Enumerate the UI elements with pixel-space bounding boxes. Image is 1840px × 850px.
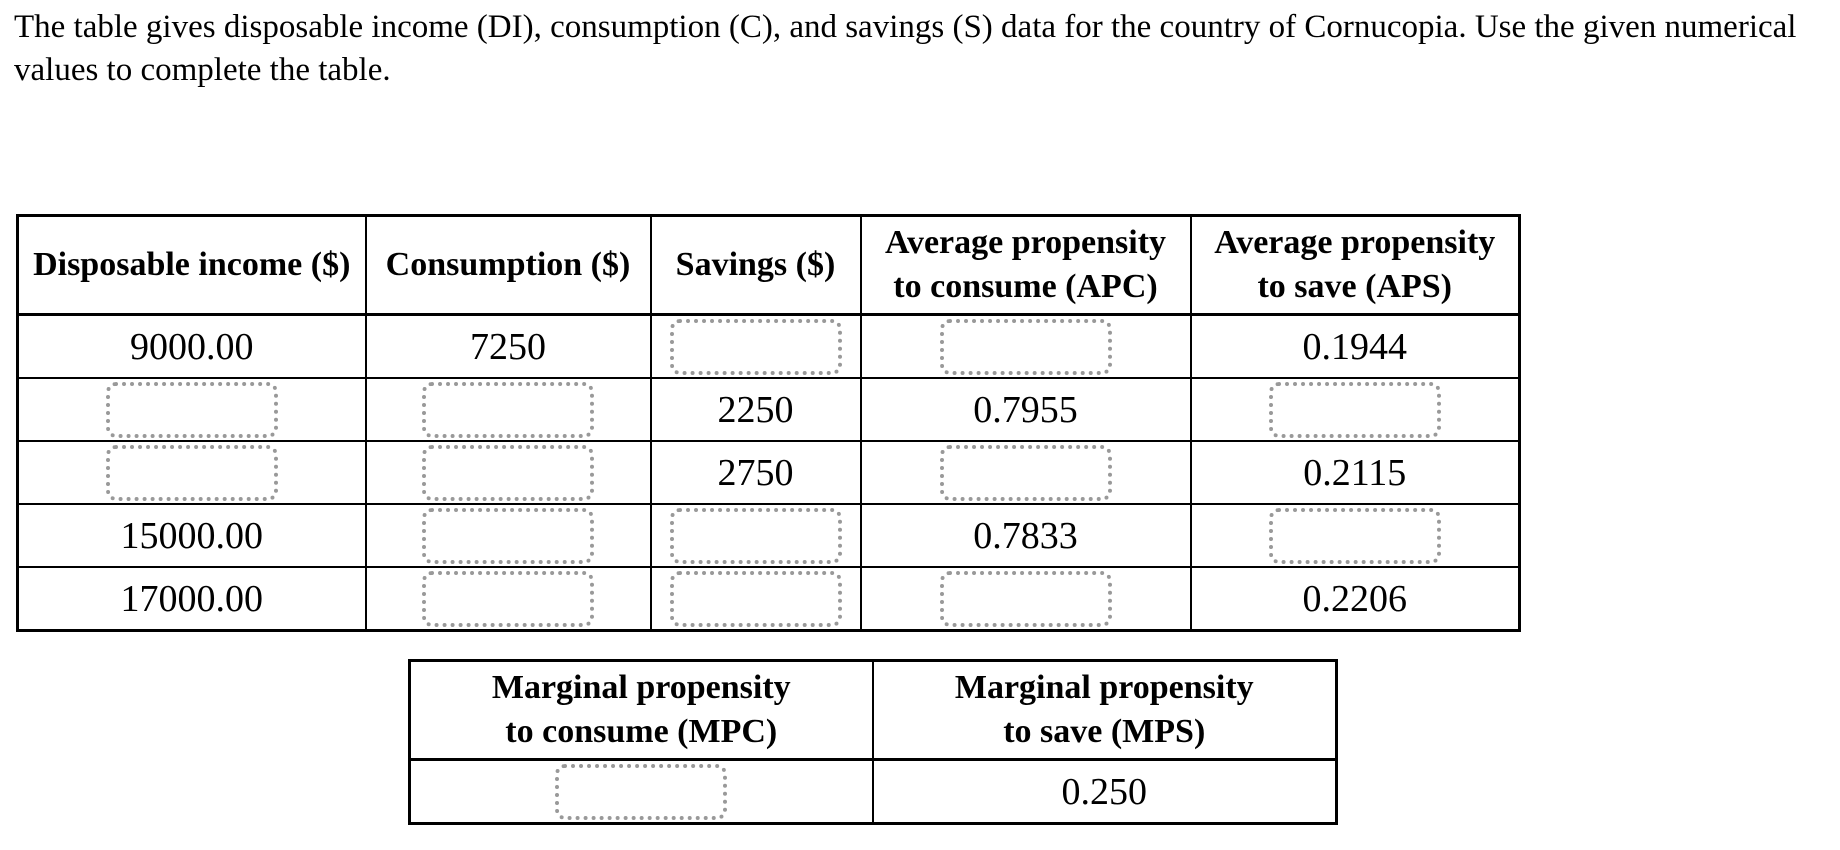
column-header: Disposable income ($) (16, 214, 367, 316)
answer-input-box[interactable] (669, 570, 842, 627)
mpc-mps-table: Marginal propensity to consume (MPC) Margi… (408, 659, 1338, 825)
table-row: 17000.00 0.2206 (16, 566, 1521, 632)
answer-input-box[interactable] (669, 318, 842, 375)
column-header-line: to save (MPS) (1003, 713, 1206, 750)
cell-value: 0.250 (871, 758, 1338, 825)
column-header: Savings ($) (649, 214, 862, 316)
column-header-line: Savings ($) (675, 246, 836, 283)
cell-empty (1189, 377, 1521, 442)
cell-empty (16, 377, 367, 442)
answer-input-box[interactable] (422, 570, 594, 627)
cell-value: 17000.00 (16, 566, 367, 632)
cell-value: 0.7833 (859, 503, 1192, 568)
cell-empty (649, 503, 862, 568)
table-row: 9000.00 7250 0.1944 (16, 313, 1521, 379)
main-table-body: 9000.00 7250 0.1944 2250 0.7955 2750 0.2115 150… (16, 313, 1521, 632)
cell-empty (364, 566, 652, 632)
column-header-line: Consumption ($) (385, 246, 631, 283)
answer-input-box[interactable] (105, 444, 278, 501)
column-header-line: Marginal propensity (491, 669, 791, 706)
answer-input-box[interactable] (939, 570, 1112, 627)
cell-empty (649, 566, 862, 632)
cell-value: 0.2206 (1189, 566, 1521, 632)
income-consumption-savings-table: Disposable income ($) Consumption ($) Savi… (16, 214, 1521, 632)
answer-input-box[interactable] (669, 507, 842, 564)
column-header-line: Average propensity (884, 224, 1167, 261)
cell-value: 9000.00 (16, 313, 367, 379)
column-header-line: Average propensity (1214, 224, 1496, 261)
cell-empty (408, 758, 874, 825)
cell-empty (859, 566, 1192, 632)
main-table-header: Disposable income ($) Consumption ($) Savi… (16, 214, 1521, 316)
cell-empty (16, 440, 367, 505)
table-row: 2750 0.2115 (16, 440, 1521, 505)
column-header-line: to save (APS) (1257, 268, 1453, 305)
column-header-line: to consume (APC) (893, 268, 1158, 305)
table-row: 2250 0.7955 (16, 377, 1521, 442)
cell-empty (859, 313, 1192, 379)
cell-empty (364, 503, 652, 568)
column-header: Average propensity to consume (APC) (859, 214, 1192, 316)
cell-empty (1189, 503, 1521, 568)
answer-input-box[interactable] (555, 763, 728, 820)
cell-value: 0.1944 (1189, 313, 1521, 379)
column-header: Average propensity to save (APS) (1189, 214, 1521, 316)
cell-empty (364, 440, 652, 505)
column-header-line: Disposable income ($) (33, 246, 351, 283)
mpc-table-header: Marginal propensity to consume (MPC) Margi… (408, 659, 1338, 761)
cell-value: 2750 (649, 440, 862, 505)
answer-input-box[interactable] (422, 507, 594, 564)
answer-input-box[interactable] (422, 444, 594, 501)
answer-input-box[interactable] (422, 381, 594, 438)
header-row: Disposable income ($) Consumption ($) Savi… (16, 214, 1521, 316)
cell-value: 2250 (649, 377, 862, 442)
cell-empty (364, 377, 652, 442)
cell-value: 15000.00 (16, 503, 367, 568)
answer-input-box[interactable] (1268, 381, 1441, 438)
column-header-line: Marginal propensity (954, 669, 1254, 706)
header-row: Marginal propensity to consume (MPC) Margi… (408, 659, 1338, 761)
table-row: 15000.00 0.7833 (16, 503, 1521, 568)
column-header: Marginal propensity to save (MPS) (871, 659, 1338, 761)
cell-value: 0.2115 (1189, 440, 1521, 505)
table-row: 0.250 (408, 758, 1338, 825)
column-header: Marginal propensity to consume (MPC) (408, 659, 874, 761)
answer-input-box[interactable] (939, 444, 1112, 501)
cell-value: 7250 (364, 313, 652, 379)
answer-input-box[interactable] (939, 318, 1112, 375)
column-header-line: to consume (MPC) (505, 713, 778, 750)
cell-empty (649, 313, 862, 379)
answer-input-box[interactable] (1268, 507, 1441, 564)
answer-input-box[interactable] (105, 381, 278, 438)
problem-statement: The table gives disposable income (DI), … (14, 9, 1797, 88)
column-header: Consumption ($) (364, 214, 652, 316)
mpc-table-body: 0.250 (408, 758, 1338, 825)
cell-value: 0.7955 (859, 377, 1192, 442)
cell-empty (859, 440, 1192, 505)
